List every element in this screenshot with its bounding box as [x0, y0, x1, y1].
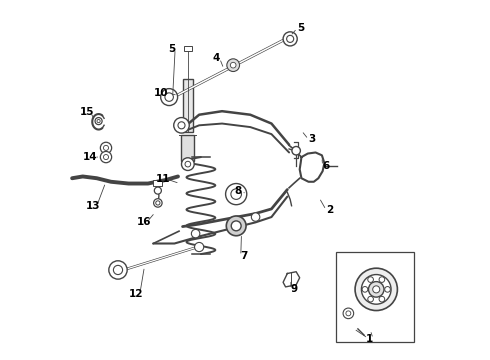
Circle shape: [100, 142, 112, 154]
Circle shape: [385, 287, 391, 292]
Circle shape: [174, 118, 189, 133]
Circle shape: [343, 308, 354, 319]
Circle shape: [192, 229, 200, 238]
Circle shape: [181, 158, 194, 171]
Circle shape: [185, 161, 191, 167]
Circle shape: [227, 59, 240, 72]
Circle shape: [287, 35, 294, 42]
Bar: [183, 79, 193, 131]
Circle shape: [362, 287, 368, 292]
Text: 5: 5: [297, 23, 304, 33]
Circle shape: [373, 286, 380, 293]
Circle shape: [368, 277, 373, 282]
Circle shape: [355, 268, 397, 311]
Circle shape: [161, 89, 177, 105]
Text: 13: 13: [86, 201, 100, 211]
Text: 3: 3: [308, 134, 316, 144]
Text: 12: 12: [129, 289, 144, 298]
Text: 9: 9: [291, 284, 298, 294]
Circle shape: [226, 216, 246, 236]
Circle shape: [231, 221, 241, 231]
Circle shape: [95, 118, 102, 125]
Text: 14: 14: [83, 152, 98, 162]
Circle shape: [379, 296, 385, 302]
Circle shape: [251, 213, 260, 221]
Text: 16: 16: [137, 217, 151, 227]
Text: 11: 11: [155, 174, 170, 184]
Circle shape: [225, 184, 247, 205]
Bar: [153, 180, 163, 186]
Circle shape: [368, 296, 373, 302]
Circle shape: [231, 189, 242, 199]
Circle shape: [292, 147, 300, 155]
Circle shape: [379, 277, 385, 282]
Circle shape: [154, 187, 161, 194]
Text: 10: 10: [154, 87, 168, 98]
Circle shape: [230, 62, 236, 68]
Text: 4: 4: [212, 53, 220, 63]
Circle shape: [100, 152, 112, 163]
Bar: [336, 252, 414, 342]
Circle shape: [195, 242, 204, 252]
Text: 1: 1: [366, 334, 373, 344]
Circle shape: [103, 154, 109, 159]
Circle shape: [283, 32, 297, 46]
Circle shape: [165, 93, 173, 101]
Circle shape: [154, 199, 162, 207]
Text: 7: 7: [241, 251, 248, 261]
Circle shape: [346, 311, 351, 316]
Circle shape: [103, 145, 109, 150]
Circle shape: [362, 275, 391, 304]
Text: 5: 5: [168, 44, 175, 54]
Circle shape: [156, 201, 160, 205]
Circle shape: [97, 120, 100, 123]
Bar: [181, 135, 194, 161]
Text: 2: 2: [326, 205, 333, 215]
Text: 15: 15: [80, 107, 94, 117]
Circle shape: [178, 122, 185, 129]
Circle shape: [368, 282, 384, 297]
Text: 6: 6: [322, 161, 330, 171]
Text: 8: 8: [234, 186, 242, 196]
Bar: [184, 46, 192, 51]
Circle shape: [113, 265, 122, 275]
Circle shape: [109, 261, 127, 279]
